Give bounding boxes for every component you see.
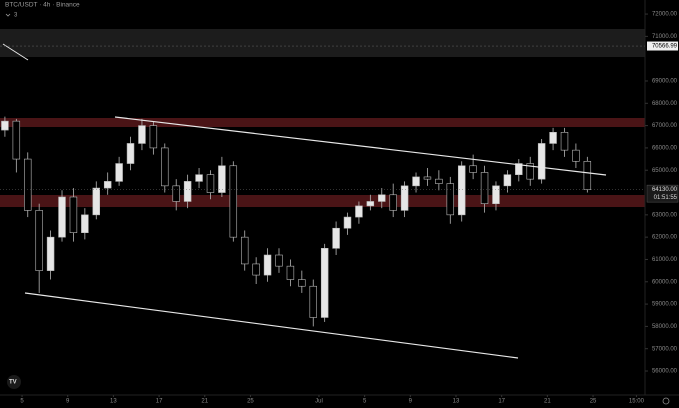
- candle-body: [560, 131, 569, 151]
- candle-body: [503, 174, 512, 187]
- y-tick-label: 60000.00: [652, 279, 678, 285]
- x-tick-label: 25: [590, 399, 597, 405]
- lower-trendline: [24, 292, 519, 359]
- candle-body: [206, 174, 215, 193]
- candle-body: [389, 194, 397, 211]
- candle-body: [355, 205, 363, 218]
- candle-body: [366, 201, 375, 207]
- svg-text:TV: TV: [9, 380, 17, 386]
- candle-body: [263, 254, 272, 276]
- candle-body: [92, 187, 100, 216]
- candle-body: [412, 176, 420, 187]
- y-tick-label: 59000.00: [652, 302, 678, 308]
- candle-body: [378, 194, 386, 202]
- trendline-fragment: [2, 43, 29, 61]
- candle-body: [435, 178, 443, 184]
- candle-body: [537, 143, 546, 180]
- candle-body: [275, 254, 283, 267]
- chart-title: BTC/USDT · 4h · Binance: [5, 2, 80, 9]
- marker-price-label: 70566.99: [652, 44, 678, 50]
- settings-icon[interactable]: [662, 397, 670, 405]
- candle-body: [515, 163, 523, 175]
- current-price-box: [646, 184, 679, 203]
- marker-price-box: [647, 41, 678, 51]
- candle-body: [343, 216, 352, 229]
- candle-body: [480, 172, 489, 204]
- y-tick-label: 61000.00: [652, 257, 678, 263]
- candle-body: [549, 131, 557, 144]
- x-tick-label: 9: [409, 399, 413, 405]
- candle-body: [572, 149, 580, 162]
- y-tick-label: 67000.00: [652, 123, 678, 129]
- candle-body: [332, 227, 340, 249]
- x-tick-label: 13: [453, 399, 460, 405]
- x-tick-label: 15:00: [629, 399, 645, 405]
- y-tick-label: 56000.00: [652, 369, 678, 375]
- countdown-label: 01:51:55: [654, 195, 678, 201]
- candle-body: [469, 165, 477, 173]
- candle-body: [218, 165, 226, 193]
- x-tick-label: 17: [156, 399, 163, 405]
- y-tick-label: 69000.00: [652, 79, 678, 85]
- x-tick-label: 17: [498, 399, 505, 405]
- y-tick-label: 63000.00: [652, 212, 678, 218]
- y-tick-label: 58000.00: [652, 324, 678, 330]
- candles: [1, 116, 592, 327]
- candle-body: [195, 174, 203, 182]
- candle-body: [183, 181, 192, 202]
- candle-body: [172, 185, 180, 202]
- candle-body: [1, 120, 9, 131]
- y-tick-label: 62000.00: [652, 235, 678, 241]
- candle-body: [126, 143, 135, 164]
- candle-body: [46, 236, 55, 271]
- candle-body: [138, 125, 146, 144]
- x-tick-label: 9: [66, 399, 70, 405]
- candle-body: [583, 161, 592, 190]
- candle-body: [492, 185, 500, 204]
- candle-body: [69, 196, 78, 233]
- candle-body: [149, 125, 158, 149]
- candle-body: [446, 183, 455, 216]
- candle-body: [423, 176, 432, 180]
- candle-body: [298, 279, 306, 287]
- candle-body: [252, 263, 260, 276]
- candle-body: [457, 165, 466, 216]
- y-tick-label: 71000.00: [652, 34, 678, 40]
- candle-body: [309, 285, 317, 318]
- candle-body: [526, 163, 534, 180]
- y-tick-label: 66000.00: [652, 145, 678, 151]
- candle-body: [286, 265, 295, 280]
- candle-body: [35, 210, 43, 271]
- y-tick-label: 72000.00: [652, 12, 678, 18]
- x-tick-label: 25: [247, 399, 254, 405]
- tradingview-logo: TV: [7, 375, 21, 389]
- candle-body: [241, 236, 249, 265]
- current-price-label: 64130.00: [652, 187, 678, 193]
- candle-body: [24, 158, 32, 211]
- y-tick-label: 68000.00: [652, 101, 678, 107]
- y-tick-label: 65000.00: [652, 168, 678, 174]
- collapse-icon[interactable]: [5, 13, 11, 17]
- candle-body: [229, 165, 238, 238]
- candle-body: [161, 147, 169, 187]
- x-tick-label: 21: [544, 399, 551, 405]
- candle-body: [320, 248, 329, 318]
- x-tick-label: 5: [20, 399, 24, 405]
- indicator-count[interactable]: 3: [14, 13, 18, 19]
- x-tick-label: 21: [201, 399, 208, 405]
- resistance-zone: [0, 29, 645, 57]
- x-tick-label: Jul: [315, 399, 323, 405]
- supply-zone: [0, 118, 645, 127]
- upper-trendline: [114, 116, 607, 176]
- candle-body: [103, 181, 112, 189]
- x-tick-label: 5: [363, 399, 367, 405]
- x-tick-label: 13: [110, 399, 117, 405]
- candle-body: [115, 163, 123, 182]
- candle-body: [81, 214, 89, 233]
- candle-body: [12, 120, 21, 160]
- candle-body: [400, 185, 409, 211]
- candle-body: [58, 196, 66, 238]
- y-tick-label: 57000.00: [652, 346, 678, 352]
